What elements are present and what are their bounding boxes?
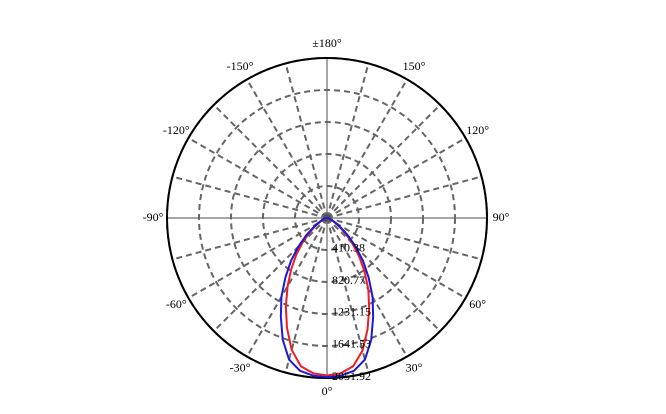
spoke-grid-line <box>284 63 328 219</box>
spoke-grid-line <box>326 104 441 219</box>
theta-tick-label: -60° <box>166 297 187 311</box>
spoke-grid-line <box>187 217 328 299</box>
spoke-grid-line <box>213 104 328 219</box>
spoke-grid-line <box>187 137 328 219</box>
spoke-grid-line <box>246 78 328 219</box>
theta-tick-label: 60° <box>469 297 486 311</box>
theta-tick-label: 30° <box>406 360 423 374</box>
theta-tick-label: 150° <box>403 59 426 73</box>
spoke-grid-line <box>326 137 467 219</box>
r-tick-label: 1641.53 <box>332 337 371 351</box>
theta-tick-label: -90° <box>143 210 164 224</box>
r-tick-label: 1231.15 <box>332 305 371 319</box>
theta-tick-label: 120° <box>466 123 489 137</box>
ring-grid-line <box>198 89 456 347</box>
series-line <box>279 217 375 379</box>
spoke-grid-line <box>326 63 370 219</box>
spoke-grid-line <box>326 175 482 219</box>
theta-tick-label: -120° <box>163 123 190 137</box>
r-tick-label: 820.77 <box>332 273 365 287</box>
spoke-grid-line <box>326 78 408 219</box>
theta-tick-label: ±180° <box>312 36 342 50</box>
spoke-grid-line <box>326 217 467 299</box>
theta-tick-label: 90° <box>493 210 510 224</box>
spoke-grid-line <box>284 217 328 373</box>
spoke-grid-line <box>213 217 328 332</box>
spoke-grid-line <box>326 217 370 373</box>
ring-grid-line <box>261 152 393 284</box>
theta-tick-label: -150° <box>227 59 254 73</box>
spoke-grid-line <box>172 217 328 261</box>
r-tick-label: 410.38 <box>332 241 365 255</box>
theta-tick-label: -30° <box>230 360 251 374</box>
spoke-grid-line <box>326 217 482 261</box>
spoke-grid-line <box>172 175 328 219</box>
ring-grid-line <box>230 121 424 315</box>
theta-tick-label: 0° <box>322 384 333 398</box>
ring-grid-line <box>294 185 360 251</box>
spoke-grid-line <box>326 217 441 332</box>
r-tick-label: 2051.92 <box>332 369 371 383</box>
